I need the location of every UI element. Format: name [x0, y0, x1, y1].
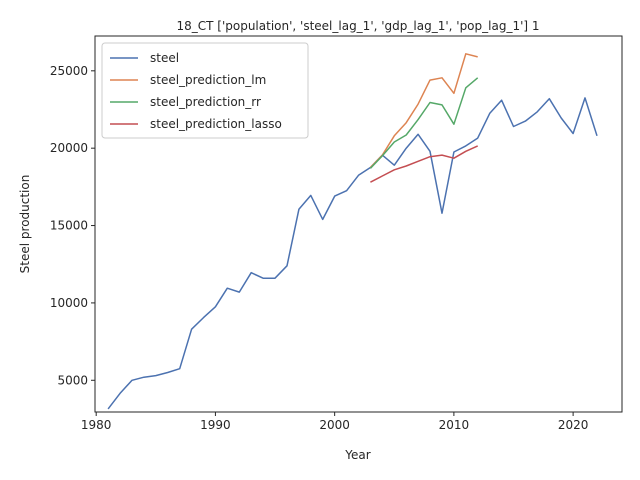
- legend-label: steel: [150, 51, 179, 65]
- y-tick-label: 20000: [50, 141, 88, 155]
- legend-box: [101, 42, 309, 139]
- x-tick-label: 2000: [319, 418, 350, 432]
- series-line-steel-prediction-lasso: [370, 145, 479, 183]
- legend-label: steel_prediction_rr: [150, 95, 261, 109]
- series-line-steel-prediction-lm: [369, 53, 478, 169]
- y-tick-label: 5000: [57, 373, 88, 387]
- legend-label: steel_prediction_lasso: [150, 117, 282, 131]
- legend-label: steel_prediction_lm: [150, 73, 266, 87]
- y-tick-label: 10000: [50, 296, 88, 310]
- y-tick-label: 25000: [50, 64, 88, 78]
- x-tick-label: 1990: [200, 418, 231, 432]
- series-lines: [107, 53, 598, 410]
- chart-title: 18_CT ['population', 'steel_lag_1', 'gdp…: [176, 19, 539, 33]
- legend: steel steel_prediction_lm steel_prediction…: [101, 42, 309, 139]
- x-tick-label: 1980: [81, 418, 112, 432]
- axis-ticks: 1980 1990 2000 2010 2020 5000 10000 15000 20000 2…: [50, 64, 589, 432]
- x-tick-label: 2010: [439, 418, 470, 432]
- x-axis-label: Year: [344, 448, 370, 462]
- series-line-steel-prediction-rr: [369, 77, 479, 169]
- series-line-steel: [107, 97, 598, 410]
- y-axis-label: Steel production: [18, 175, 32, 274]
- x-tick-label: 2020: [558, 418, 589, 432]
- y-tick-label: 15000: [50, 219, 88, 233]
